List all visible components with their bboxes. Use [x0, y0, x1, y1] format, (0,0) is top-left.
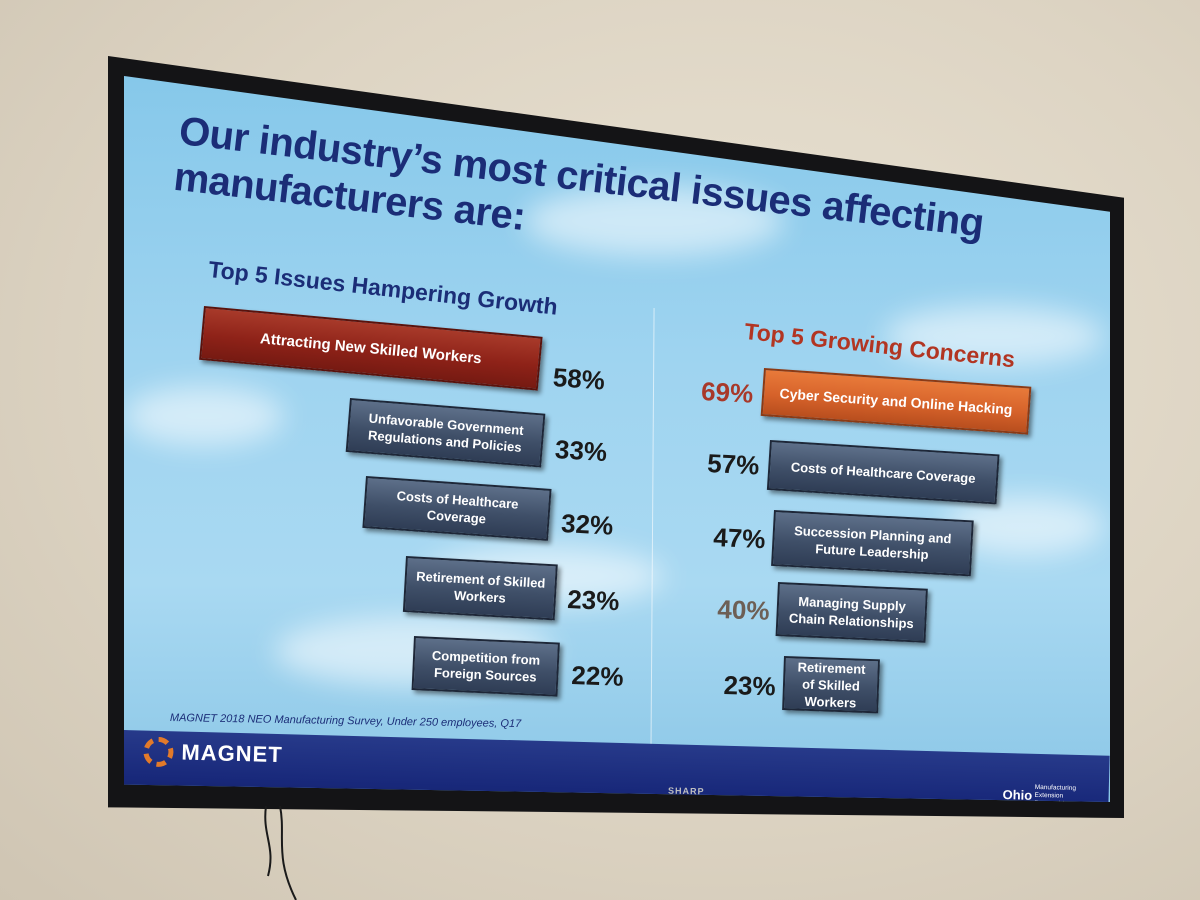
left-issue-box-1: Attracting New Skilled Workers [199, 306, 543, 391]
tv-brand: SHARP [667, 785, 705, 797]
left-issue-box-3: Costs of Healthcare Coverage [362, 476, 552, 541]
right-concern-box-3: Succession Planning and Future Leadershi… [771, 510, 974, 577]
left-issue-pct-1: 58% [551, 362, 606, 396]
right-concern-box-2: Costs of Healthcare Coverage [766, 440, 1000, 505]
ohio-logo: Ohio [1002, 787, 1033, 802]
left-issue-pct-5: 22% [570, 660, 625, 692]
magnet-gear-icon [143, 736, 174, 768]
left-issue-pct-4: 23% [566, 584, 620, 617]
magnet-logo: MAGNET [181, 739, 284, 768]
column-divider [650, 308, 655, 758]
left-issue-box-5: Competition from Foreign Sources [411, 636, 560, 697]
left-issue-box-4: Retirement of Skilled Workers [402, 556, 558, 621]
tv-cable [264, 806, 297, 900]
left-issue-pct-3: 32% [560, 508, 614, 541]
left-issue-box-2: Unfavorable Government Regulations and P… [345, 398, 546, 468]
slide-screen: Our industry’s most critical issues affe… [124, 76, 1110, 802]
source-citation: MAGNET 2018 NEO Manufacturing Survey, Un… [169, 712, 522, 731]
right-concern-box-5: Retirement of Skilled Workers [782, 656, 880, 714]
right-concern-pct-1: 69% [700, 376, 754, 409]
right-concern-box-1: Cyber Security and Online Hacking [760, 368, 1032, 435]
right-concern-pct-4: 40% [716, 594, 771, 626]
right-concern-pct-2: 57% [706, 448, 760, 481]
right-concern-pct-5: 23% [723, 670, 777, 702]
right-concern-box-4: Managing Supply Chain Relationships [775, 582, 928, 643]
ohio-mep-text: Manufacturing Extension Partnership [1034, 783, 1077, 802]
right-concern-pct-3: 47% [712, 522, 767, 555]
left-issue-pct-2: 33% [554, 434, 608, 468]
